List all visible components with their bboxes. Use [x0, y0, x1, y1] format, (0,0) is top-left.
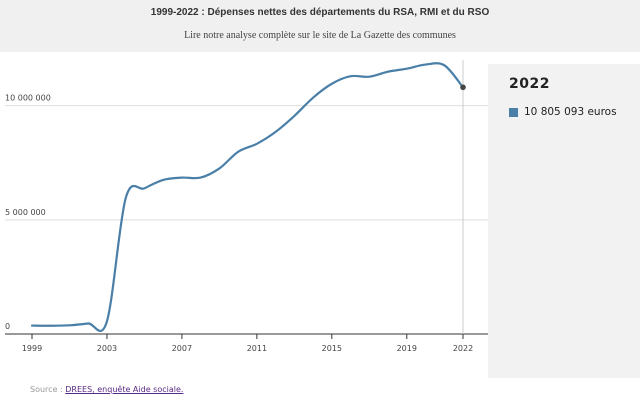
source-note: Source : DREES, enquête Aide sociale. — [30, 385, 183, 394]
highlight-point — [460, 84, 466, 91]
x-tick-label: 2019 — [397, 344, 417, 353]
x-tick-label: 2015 — [322, 344, 342, 353]
y-tick-label: 5 000 000 — [5, 208, 46, 217]
y-tick-label: 10 000 000 — [5, 94, 51, 103]
chart-header: 1999-2022 : Dépenses nettes des départem… — [0, 0, 640, 52]
x-tick-label: 2003 — [97, 344, 117, 353]
chart-title: 1999-2022 : Dépenses nettes des départem… — [150, 7, 490, 18]
x-tick-label: 2022 — [453, 344, 473, 353]
x-tick-label: 2011 — [247, 344, 267, 353]
chart-subtitle[interactable]: Lire notre analyse complète sur le site … — [184, 30, 456, 41]
series-line — [30, 62, 465, 333]
x-tick-label: 2007 — [172, 344, 192, 353]
tooltip-year: 2022 — [509, 76, 550, 92]
tooltip-value: 10 805 093 euros — [524, 106, 617, 118]
legend-swatch — [509, 107, 518, 117]
x-tick-label: 1999 — [22, 344, 42, 353]
source-prefix: Source : — [30, 385, 66, 394]
y-tick-label: 0 — [5, 322, 10, 331]
source-link[interactable]: DREES, enquête Aide sociale. — [65, 385, 184, 394]
line-chart[interactable]: 0 5 000 000 10 000 000 1999 2003 2007 2011 2015… — [0, 52, 488, 362]
tooltip-panel: 2022 10 805 093 euros — [488, 64, 640, 378]
tooltip-legend-row: 10 805 093 euros — [509, 106, 617, 118]
